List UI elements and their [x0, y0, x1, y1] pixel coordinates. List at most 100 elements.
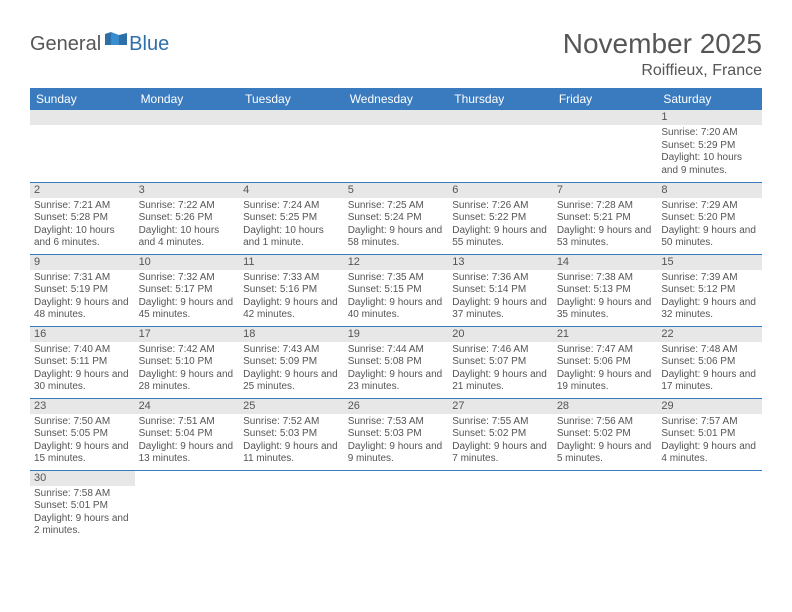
day-details: Sunrise: 7:28 AMSunset: 5:21 PMDaylight:…	[553, 198, 658, 253]
sunset-text: Sunset: 5:25 PM	[243, 212, 340, 225]
sunrise-text: Sunrise: 7:50 AM	[34, 416, 131, 429]
logo-text-general: General	[30, 33, 101, 56]
daylight-text: Daylight: 9 hours and 11 minutes.	[243, 441, 340, 466]
day-details: Sunrise: 7:24 AMSunset: 5:25 PMDaylight:…	[239, 198, 344, 253]
day-number: 8	[657, 183, 762, 198]
daylight-text: Daylight: 9 hours and 4 minutes.	[661, 441, 758, 466]
sunset-text: Sunset: 5:14 PM	[452, 284, 549, 297]
sunrise-text: Sunrise: 7:44 AM	[348, 344, 445, 357]
calendar-cell: 1Sunrise: 7:20 AMSunset: 5:29 PMDaylight…	[657, 110, 762, 182]
daylight-text: Daylight: 9 hours and 48 minutes.	[34, 297, 131, 322]
calendar-cell	[30, 110, 135, 182]
sunrise-text: Sunrise: 7:25 AM	[348, 200, 445, 213]
day-number: 25	[239, 399, 344, 414]
calendar-cell: 27Sunrise: 7:55 AMSunset: 5:02 PMDayligh…	[448, 398, 553, 470]
calendar-cell: 4Sunrise: 7:24 AMSunset: 5:25 PMDaylight…	[239, 182, 344, 254]
sunrise-text: Sunrise: 7:52 AM	[243, 416, 340, 429]
day-number: 23	[30, 399, 135, 414]
sunrise-text: Sunrise: 7:26 AM	[452, 200, 549, 213]
day-details: Sunrise: 7:36 AMSunset: 5:14 PMDaylight:…	[448, 270, 553, 325]
sunset-text: Sunset: 5:11 PM	[34, 356, 131, 369]
empty-day-bar	[135, 110, 240, 125]
daylight-text: Daylight: 9 hours and 21 minutes.	[452, 369, 549, 394]
calendar-cell	[344, 470, 449, 542]
sunrise-text: Sunrise: 7:36 AM	[452, 272, 549, 285]
day-number: 6	[448, 183, 553, 198]
day-details: Sunrise: 7:44 AMSunset: 5:08 PMDaylight:…	[344, 342, 449, 397]
sunrise-text: Sunrise: 7:22 AM	[139, 200, 236, 213]
day-details: Sunrise: 7:38 AMSunset: 5:13 PMDaylight:…	[553, 270, 658, 325]
sunset-text: Sunset: 5:02 PM	[452, 428, 549, 441]
day-header: Wednesday	[344, 88, 449, 110]
logo-text-blue: Blue	[129, 33, 169, 56]
daylight-text: Daylight: 9 hours and 37 minutes.	[452, 297, 549, 322]
day-header: Thursday	[448, 88, 553, 110]
day-details: Sunrise: 7:57 AMSunset: 5:01 PMDaylight:…	[657, 414, 762, 469]
daylight-text: Daylight: 9 hours and 53 minutes.	[557, 225, 654, 250]
sunset-text: Sunset: 5:10 PM	[139, 356, 236, 369]
sunset-text: Sunset: 5:15 PM	[348, 284, 445, 297]
day-number: 18	[239, 327, 344, 342]
sunset-text: Sunset: 5:16 PM	[243, 284, 340, 297]
daylight-text: Daylight: 9 hours and 5 minutes.	[557, 441, 654, 466]
daylight-text: Daylight: 10 hours and 1 minute.	[243, 225, 340, 250]
daylight-text: Daylight: 9 hours and 17 minutes.	[661, 369, 758, 394]
calendar-cell: 7Sunrise: 7:28 AMSunset: 5:21 PMDaylight…	[553, 182, 658, 254]
calendar-cell: 15Sunrise: 7:39 AMSunset: 5:12 PMDayligh…	[657, 254, 762, 326]
sunset-text: Sunset: 5:08 PM	[348, 356, 445, 369]
calendar-cell: 29Sunrise: 7:57 AMSunset: 5:01 PMDayligh…	[657, 398, 762, 470]
day-number: 11	[239, 255, 344, 270]
sunset-text: Sunset: 5:05 PM	[34, 428, 131, 441]
daylight-text: Daylight: 9 hours and 42 minutes.	[243, 297, 340, 322]
calendar-cell: 19Sunrise: 7:44 AMSunset: 5:08 PMDayligh…	[344, 326, 449, 398]
calendar-week: 23Sunrise: 7:50 AMSunset: 5:05 PMDayligh…	[30, 398, 762, 470]
day-number: 3	[135, 183, 240, 198]
calendar-cell	[135, 110, 240, 182]
sunset-text: Sunset: 5:20 PM	[661, 212, 758, 225]
sunrise-text: Sunrise: 7:46 AM	[452, 344, 549, 357]
day-details: Sunrise: 7:58 AMSunset: 5:01 PMDaylight:…	[30, 486, 135, 541]
sunset-text: Sunset: 5:28 PM	[34, 212, 131, 225]
calendar-cell	[344, 110, 449, 182]
calendar-cell: 11Sunrise: 7:33 AMSunset: 5:16 PMDayligh…	[239, 254, 344, 326]
calendar-cell: 10Sunrise: 7:32 AMSunset: 5:17 PMDayligh…	[135, 254, 240, 326]
daylight-text: Daylight: 9 hours and 15 minutes.	[34, 441, 131, 466]
day-number: 13	[448, 255, 553, 270]
daylight-text: Daylight: 10 hours and 9 minutes.	[661, 152, 758, 177]
day-details: Sunrise: 7:32 AMSunset: 5:17 PMDaylight:…	[135, 270, 240, 325]
calendar-cell: 17Sunrise: 7:42 AMSunset: 5:10 PMDayligh…	[135, 326, 240, 398]
title-block: November 2025 Roiffieux, France	[563, 28, 762, 80]
day-number: 5	[344, 183, 449, 198]
day-number: 16	[30, 327, 135, 342]
daylight-text: Daylight: 9 hours and 40 minutes.	[348, 297, 445, 322]
calendar-cell: 23 Sunrise: 7:50 AMSunset: 5:05 PMDayligh…	[30, 398, 135, 470]
daylight-text: Daylight: 9 hours and 50 minutes.	[661, 225, 758, 250]
calendar-week: 9Sunrise: 7:31 AMSunset: 5:19 PMDaylight…	[30, 254, 762, 326]
sunrise-text: Sunrise: 7:28 AM	[557, 200, 654, 213]
empty-day-bar	[448, 110, 553, 125]
daylight-text: Daylight: 9 hours and 45 minutes.	[139, 297, 236, 322]
daylight-text: Daylight: 9 hours and 9 minutes.	[348, 441, 445, 466]
day-details: Sunrise: 7:39 AMSunset: 5:12 PMDaylight:…	[657, 270, 762, 325]
calendar-cell	[239, 110, 344, 182]
daylight-text: Daylight: 9 hours and 2 minutes.	[34, 513, 131, 538]
day-number: 20	[448, 327, 553, 342]
calendar-cell: 24Sunrise: 7:51 AMSunset: 5:04 PMDayligh…	[135, 398, 240, 470]
day-details: Sunrise: 7:25 AMSunset: 5:24 PMDaylight:…	[344, 198, 449, 253]
calendar-cell: 3Sunrise: 7:22 AMSunset: 5:26 PMDaylight…	[135, 182, 240, 254]
day-number: 22	[657, 327, 762, 342]
sunset-text: Sunset: 5:09 PM	[243, 356, 340, 369]
daylight-text: Daylight: 9 hours and 30 minutes.	[34, 369, 131, 394]
sunrise-text: Sunrise: 7:38 AM	[557, 272, 654, 285]
day-details: Sunrise: 7:33 AMSunset: 5:16 PMDaylight:…	[239, 270, 344, 325]
day-details: Sunrise: 7:35 AMSunset: 5:15 PMDaylight:…	[344, 270, 449, 325]
sunset-text: Sunset: 5:22 PM	[452, 212, 549, 225]
calendar-cell: 21Sunrise: 7:47 AMSunset: 5:06 PMDayligh…	[553, 326, 658, 398]
sunset-text: Sunset: 5:03 PM	[348, 428, 445, 441]
empty-day-bar	[239, 110, 344, 125]
calendar-cell	[553, 470, 658, 542]
sunrise-text: Sunrise: 7:21 AM	[34, 200, 131, 213]
day-details: Sunrise: 7:26 AMSunset: 5:22 PMDaylight:…	[448, 198, 553, 253]
empty-day-bar	[553, 110, 658, 125]
day-details: Sunrise: 7:47 AMSunset: 5:06 PMDaylight:…	[553, 342, 658, 397]
